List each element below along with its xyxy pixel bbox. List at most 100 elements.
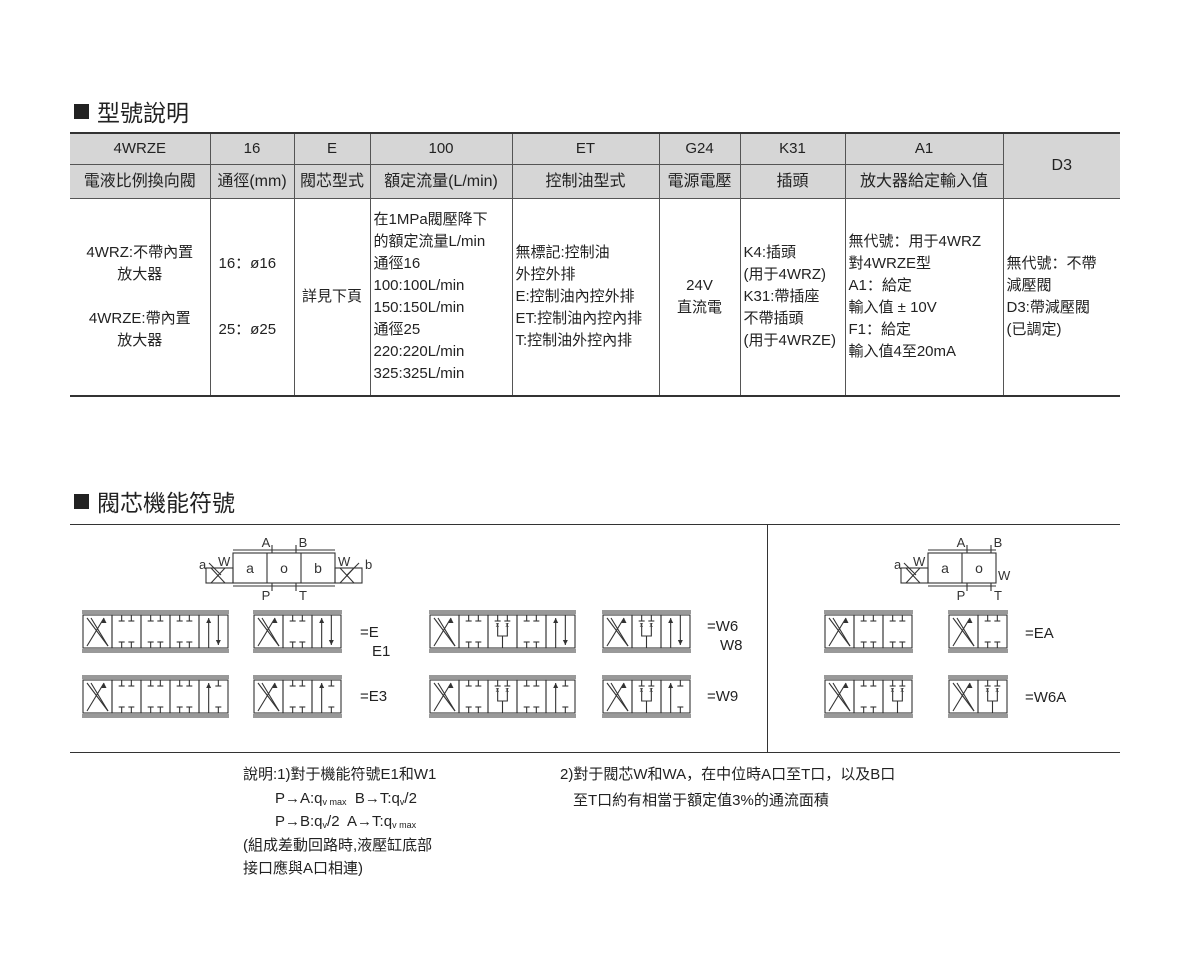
symbol-line [257,617,276,647]
valve-cell [198,679,229,714]
arrow-head-icon [843,618,849,623]
header-cell: 控制油型式 [511,164,660,199]
symbol-line [86,682,109,712]
body-cell: 無標記:控制油 外控外排 E:控制油內控外排 ET:控制油內控內排 T:控制油外… [511,198,660,397]
solenoid-label: a [894,557,902,572]
solenoid-icon [900,567,929,584]
solenoid-icon [334,567,363,584]
symbol-line [606,617,629,647]
note-1-line-1: P→A:qv max B→T:qv/2 [275,790,417,807]
spring-label: W [218,554,231,569]
section-model-code-title: 型號說明 [74,94,189,128]
port-label: T [994,588,1002,603]
symbol-label: =E [360,624,379,641]
valve-cell [458,614,489,649]
arrow-head-icon [319,683,325,688]
arrow-head-icon [621,683,627,688]
symbol-line [497,623,508,648]
spring-label: W [338,554,351,569]
arrow-head-icon [677,640,683,645]
symbol-line [952,682,975,712]
symbol-line [257,682,280,712]
section-title-text: 型號說明 [97,100,189,126]
code-cell: 100 [369,132,513,165]
symbol-line [952,617,975,647]
valve-cell [853,679,884,714]
square-bullet-icon [74,493,89,509]
symbol-label: =E3 [360,688,388,705]
code-cell: ET [511,132,660,165]
note-1-line-3: (組成差動回路時,液壓缸底部 [243,837,433,854]
code-cell: K31 [739,132,846,165]
valve-cell [853,614,884,649]
section-spool-symbols-title: 閥芯機能符號 [74,484,235,518]
header-cell: 額定流量(L/min) [369,164,513,199]
symbol-line [86,617,109,647]
symbol-line [905,567,921,584]
port-label: P [262,588,271,603]
arrow-head-icon [101,618,107,623]
body-row: 4WRZ:不帶內置 放大器 4WRZE:帶內置 放大器 16：ø16 25：ø2… [70,198,1120,397]
symbol-label: W8 [720,637,743,654]
symbol-line [433,617,456,647]
valve-symbol [82,610,229,653]
arrow-head-icon [328,640,334,645]
valve-symbol [82,675,229,718]
valve-cell [516,679,547,714]
body-cell: 在1MPa閥壓降下 的額定流量L/min 通徑16 100:100L/min 1… [369,198,513,397]
solenoid-icon [205,567,234,584]
symbol-line [210,567,226,584]
port-label: B [299,535,308,550]
symbol-label: E1 [372,643,391,660]
port-label: A [957,535,966,550]
section-title-text: 閥芯機能符號 [97,490,235,516]
arrow-head-icon [206,683,212,688]
symbol-line [86,617,105,647]
cell-letter: o [975,560,983,576]
valve-cell [311,679,342,714]
symbol-label: =W9 [707,688,739,705]
cell-letter: a [246,560,254,576]
arrow-head-icon [448,618,454,623]
arrow-head-icon [215,640,221,645]
symbol-label: =EA [1025,625,1054,642]
symbol-line [641,688,652,713]
code-cell: E [293,132,371,165]
symbol-line [903,562,917,576]
symbol-line [952,682,971,712]
symbol-line [892,688,903,713]
panel-bottom-rule [70,752,1120,753]
valve-cell [516,614,547,649]
note-2-line-1: 2)對于閥芯W和WA，在中位時A口至T口，以及B口 [560,766,896,783]
body-cell: 詳見下頁 [293,198,371,397]
header-cell: 電液比例換向閥 [70,164,211,199]
cell-letter: a [941,560,949,576]
arrow-head-icon [967,618,973,623]
valve-symbol [253,675,342,718]
port-label: P [957,588,966,603]
port-label: A [262,535,271,550]
arrow-head-icon [553,618,559,623]
arrow-head-icon [668,618,674,623]
arrow-head-icon [967,683,973,688]
symbol-line [641,623,652,648]
body-cell: 24V 直流電 [658,198,741,397]
header-cell: 放大器給定輸入值 [844,164,1003,199]
arrow-head-icon [621,618,627,623]
valve-cell [545,679,576,714]
header-cell: 插頭 [739,164,846,199]
symbol-line [828,617,847,647]
solenoid-label: b [365,557,372,572]
arrow-head-icon [272,683,278,688]
arrow-head-icon [101,683,107,688]
symbol-line [828,617,851,647]
panel-top-rule [70,524,1120,525]
symbol-line [606,682,629,712]
